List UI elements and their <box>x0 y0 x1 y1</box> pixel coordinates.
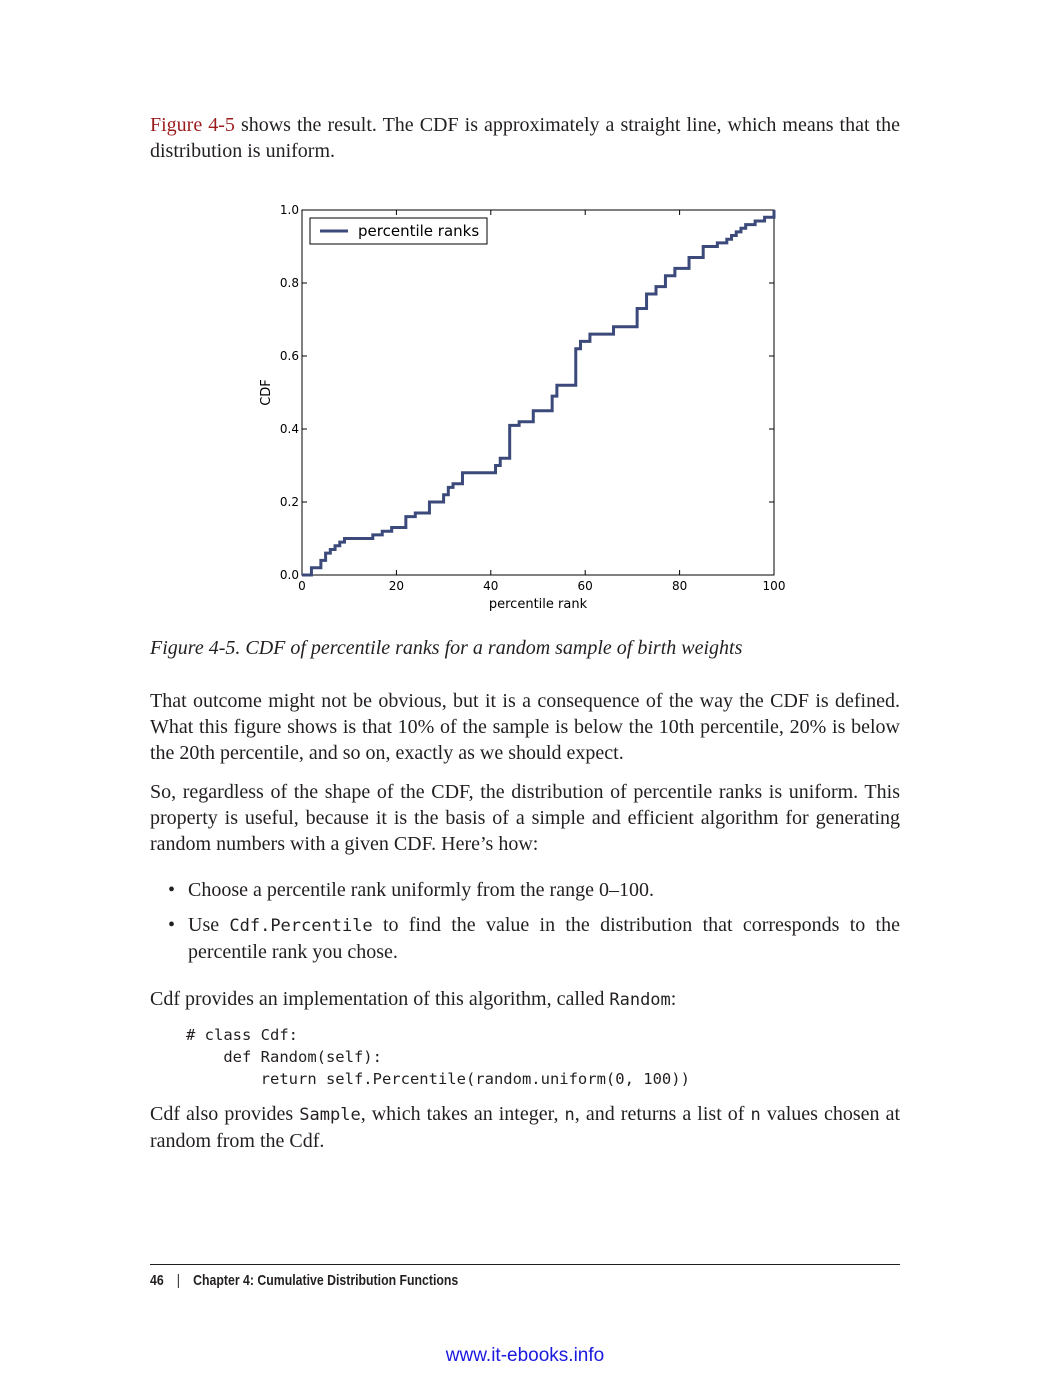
figure-caption: Figure 4-5. CDF of percentile ranks for … <box>150 637 743 659</box>
algorithm-steps-list: • Choose a percentile rank uniformly from… <box>150 877 900 974</box>
paragraph-implementation: Cdf provides an implementation of this a… <box>150 986 900 1013</box>
cdf-step-line <box>302 210 776 577</box>
paragraph-uniform: So, regardless of the shape of the CDF, … <box>150 781 900 855</box>
y-tick-label: 0.8 <box>280 276 299 290</box>
plot-frame <box>301 209 775 576</box>
list-item-text-pre: Use <box>188 914 230 936</box>
text-mid: , and returns a list of <box>574 1103 751 1125</box>
x-tick-label: 60 <box>578 579 593 593</box>
paragraph-sample: Cdf also provides Sample, which takes an… <box>150 1101 900 1154</box>
figure-reference-link[interactable]: Figure 4-5 <box>150 114 235 136</box>
chart-axes: 0 20 40 60 80 100 0.0 0.2 0.4 0.6 0.8 1.0 percentile… <box>259 203 785 612</box>
bullet-icon: • <box>168 879 176 901</box>
code-block: # class Cdf: def Random(self): return se… <box>186 1026 690 1088</box>
inline-code: Cdf.Percentile <box>229 916 373 936</box>
list-item: • Choose a percentile rank uniformly from… <box>150 877 900 903</box>
footer-divider <box>150 1264 900 1265</box>
site-link[interactable]: www.it-ebooks.info <box>445 1345 605 1366</box>
inline-code: n <box>564 1105 575 1125</box>
inline-code: Sample <box>299 1105 361 1125</box>
y-axis-label: CDF <box>259 379 274 406</box>
x-tick-label: 80 <box>672 579 687 593</box>
x-tick-label: 40 <box>483 579 498 593</box>
list-item: • Use Cdf.Percentile to find the value in… <box>150 912 900 965</box>
text-pre: Cdf provides an implementation of this a… <box>150 988 610 1010</box>
footer-separator: | <box>176 1272 181 1289</box>
chapter-title: Chapter 4: Cumulative Distribution Funct… <box>193 1272 459 1289</box>
list-item-text: Choose a percentile rank uniformly from … <box>188 879 654 901</box>
y-tick-label: 0.4 <box>280 422 299 436</box>
x-tick-label: 20 <box>389 579 404 593</box>
inline-code: Random <box>609 990 671 1010</box>
list-item-text-post: to find the value in the distribution th… <box>188 914 900 963</box>
text-pre: Cdf also provides <box>150 1103 300 1125</box>
cdf-chart: 0 20 40 60 80 100 0.0 0.2 0.4 0.6 0.8 1.0 percentile… <box>259 203 785 612</box>
page-number: 46 <box>150 1272 164 1289</box>
y-tick-label: 0.6 <box>280 349 299 363</box>
x-tick-label: 100 <box>763 579 786 593</box>
paragraph-outcome: That outcome might not be obvious, but i… <box>150 690 900 764</box>
page-footer: 46 | Chapter 4: Cumulative Distribution Fu… <box>150 1272 458 1289</box>
text-mid: , which takes an integer, <box>360 1103 565 1125</box>
y-tick-label: 1.0 <box>280 203 299 217</box>
bullet-icon: • <box>168 914 176 936</box>
intro-paragraph: Figure 4-5 shows the result. The CDF is … <box>150 112 900 164</box>
y-tick-label: 0.2 <box>280 495 299 509</box>
y-tick-label: 0.0 <box>280 568 299 582</box>
legend-label: percentile ranks <box>358 222 479 240</box>
text-post: values chosen at random from the Cdf. <box>150 1103 901 1152</box>
x-axis-label: percentile rank <box>489 597 588 612</box>
x-tick-label: 0 <box>298 579 306 593</box>
text-post: : <box>670 988 677 1010</box>
inline-code: n <box>750 1105 761 1125</box>
intro-text: shows the result. The CDF is approximate… <box>150 114 900 162</box>
